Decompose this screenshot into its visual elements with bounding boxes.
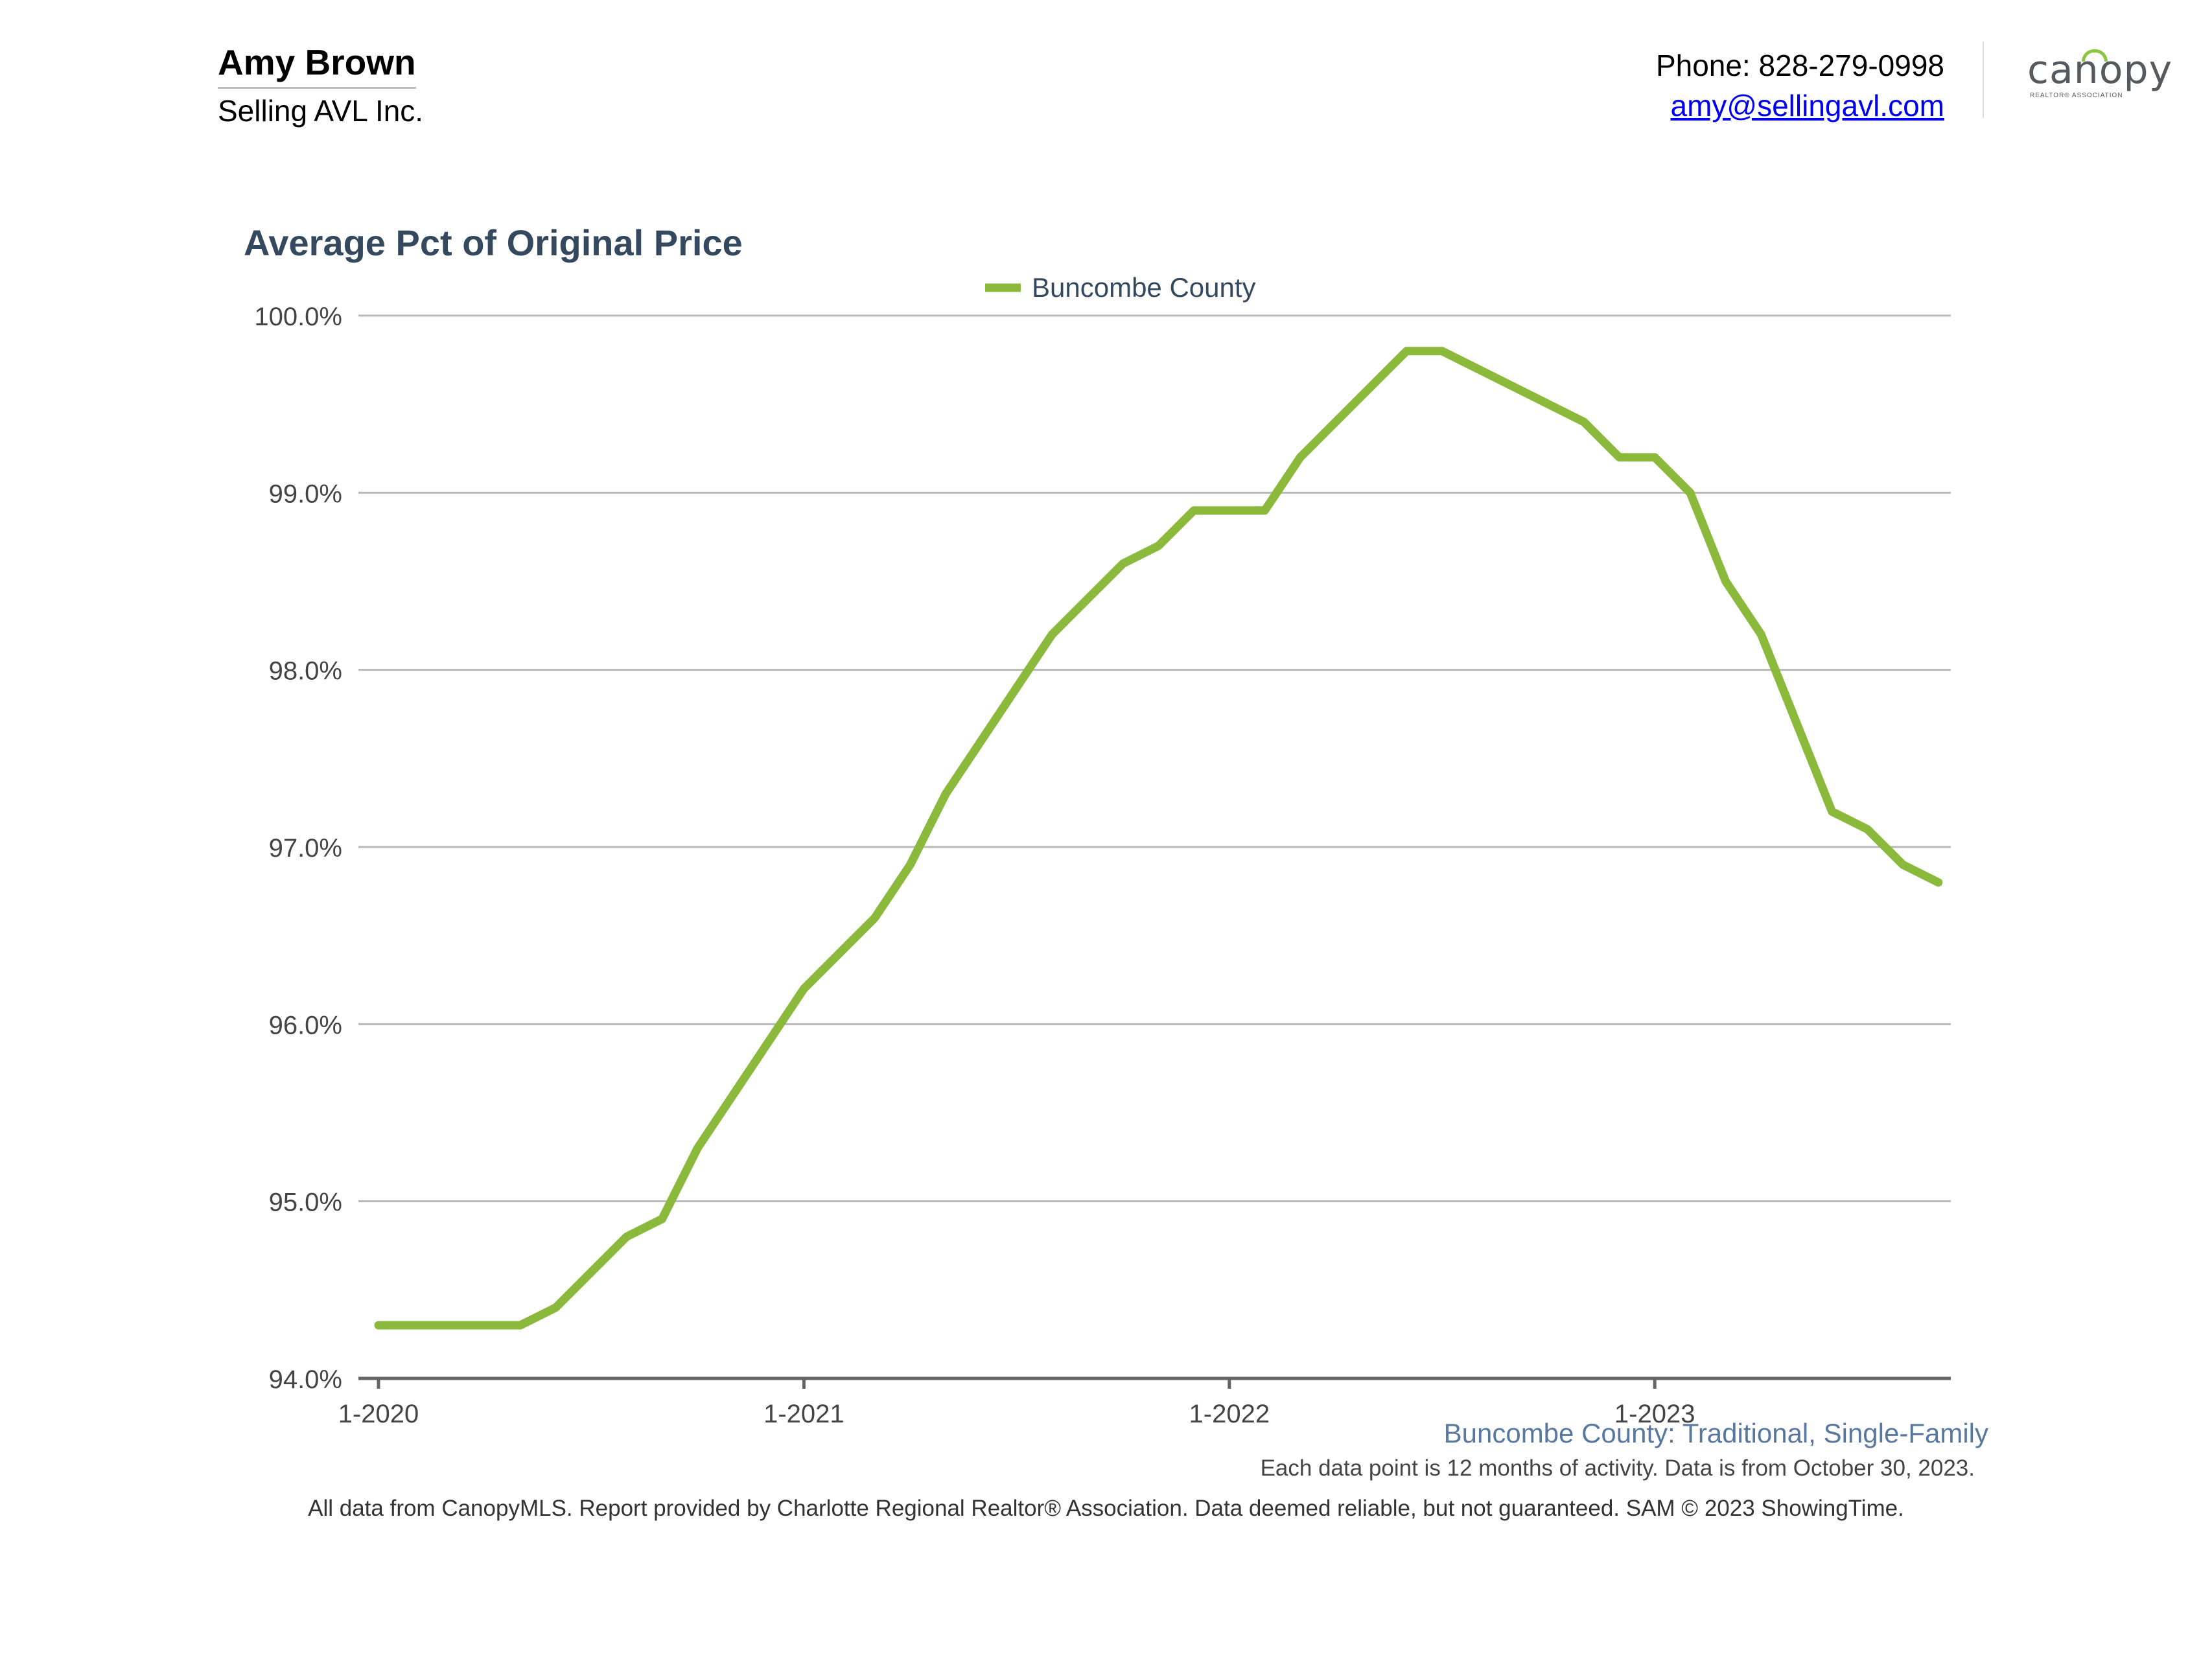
y-tick-label: 98.0%	[269, 657, 342, 686]
legend-label: Buncombe County	[1032, 272, 1256, 303]
data-point	[1867, 829, 1868, 830]
contact-block: Phone: 828-279-0998 amy@sellingavl.com	[1656, 45, 1944, 126]
x-axis: 1-2020 1-2021 1-2022 1-2023	[338, 1376, 1951, 1428]
data-point	[555, 1307, 556, 1308]
x-tick-label: 1-2022	[1189, 1400, 1270, 1428]
data-point	[910, 864, 911, 865]
data-point	[1051, 634, 1053, 635]
x-tick-label: 1-2021	[763, 1400, 844, 1428]
data-point	[839, 953, 840, 954]
data-point	[1299, 457, 1301, 458]
disclaimer: All data from CanopyMLS. Report provided…	[308, 1496, 1904, 1521]
data-point	[1619, 457, 1620, 458]
data-point	[1725, 581, 1727, 582]
x-tick-label: 1-2023	[1614, 1400, 1695, 1428]
y-tick-label: 97.0%	[269, 834, 342, 863]
data-point	[1760, 634, 1762, 635]
y-tick-label: 94.0%	[269, 1365, 342, 1394]
y-tick-label: 100.0%	[254, 303, 342, 331]
y-tick-label: 99.0%	[269, 480, 342, 508]
data-point	[1264, 510, 1265, 511]
data-note: Each data point is 12 months of activity…	[1260, 1456, 1975, 1481]
header-divider	[1983, 41, 1984, 118]
logo-subtext: REALTOR® ASSOCIATION	[2030, 92, 2123, 99]
data-point	[768, 1041, 769, 1043]
data-point	[1583, 421, 1585, 423]
series-line-buncombe-county	[374, 347, 1943, 1330]
legend: Buncombe County	[985, 272, 1256, 303]
data-point	[448, 1325, 450, 1326]
logo-arc-icon	[2082, 49, 2108, 62]
x-tick-label: 1-2020	[338, 1400, 419, 1428]
y-tick-label: 96.0%	[269, 1011, 342, 1039]
email-link[interactable]: amy@sellingavl.com	[1670, 89, 1945, 122]
grid-lines	[358, 314, 1951, 1203]
data-point	[413, 1325, 415, 1326]
chart-subtitle: Buncombe County: Traditional, Single-Fam…	[1443, 1418, 1988, 1448]
agent-name: Amy Brown	[218, 41, 416, 89]
data-point	[1335, 421, 1336, 423]
logo-wordmark: canopy	[2027, 49, 2172, 89]
data-point	[626, 1236, 627, 1237]
y-axis-tick-labels: 94.0% 95.0% 96.0% 97.0% 98.0% 99.0% 100.0%	[254, 303, 342, 1394]
series-lines	[374, 347, 1943, 1330]
canopy-logo: canopy REALTOR® ASSOCIATION	[2027, 49, 2172, 101]
data-point	[590, 1271, 592, 1273]
data-point	[378, 1325, 379, 1326]
phone-number: Phone: 828-279-0998	[1655, 49, 1944, 82]
y-tick-label: 95.0%	[269, 1189, 342, 1217]
chart-title: Average Pct of Original Price	[244, 222, 743, 263]
agent-company: Selling AVL Inc.	[218, 94, 424, 128]
